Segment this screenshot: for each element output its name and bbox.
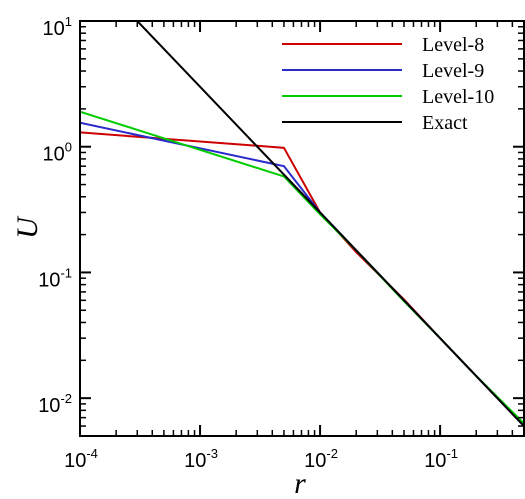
legend: Level-8 Level-9 Level-10 Exact [282,34,494,134]
y-tick-label: 10-1 [38,265,72,291]
legend-label-level-8: Level-8 [422,34,484,56]
series-layer [80,21,524,427]
series-line-level-9 [80,121,524,427]
legend-label-level-10: Level-10 [422,86,494,108]
legend-label-level-9: Level-9 [422,60,484,82]
y-tick-label: 100 [43,140,72,166]
series-line-exact [136,21,524,427]
plot-frame [79,20,525,437]
ticks-layer: 10-4 10-3 10-2 10-1 10-2 10-1 100 101 [38,14,524,472]
legend-label-exact: Exact [422,112,468,134]
x-tick-label: 10-1 [424,446,458,472]
x-tick-label: 10-3 [184,446,218,472]
x-tick-label: 10-2 [304,446,338,472]
y-tick-label: 10-2 [38,391,72,417]
x-tick-label: 10-4 [64,446,98,472]
series-line-level-10 [80,110,524,425]
series-line-level-8 [80,131,524,427]
y-axis-title: U [11,215,44,239]
y-tick-label: 101 [43,14,72,40]
x-axis-title: r [294,467,306,499]
